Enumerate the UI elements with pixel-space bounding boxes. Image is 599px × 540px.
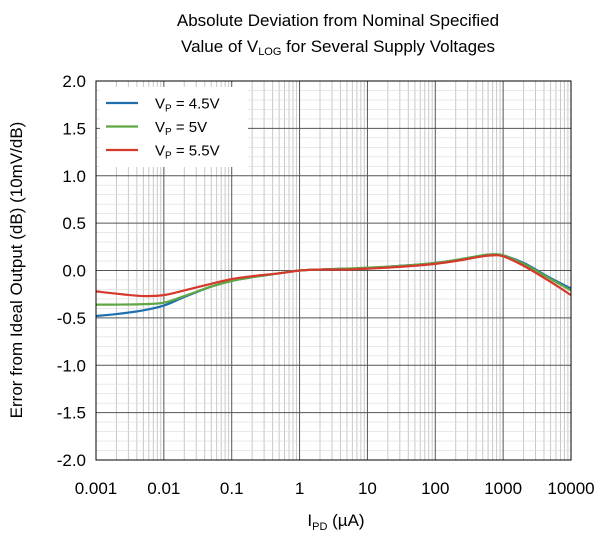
chart-title-line1: Absolute Deviation from Nominal Specifie… bbox=[177, 11, 499, 30]
series-line-2 bbox=[95, 254, 572, 298]
chart-title-line2: Value of VLOG for Several Supply Voltage… bbox=[181, 37, 495, 58]
legend: VP = 4.5V VP = 5V VP = 5.5V bbox=[100, 87, 248, 167]
y-tick-label: 2.0 bbox=[62, 72, 86, 91]
x-tick-labels: 0.001 0.01 0.1 1 10 100 1000 10000 bbox=[75, 479, 595, 498]
y-tick-label: -1.0 bbox=[57, 356, 86, 375]
plot-border bbox=[95, 80, 572, 461]
y-tick-label: 1.5 bbox=[62, 119, 86, 138]
y-tick-label: -2.0 bbox=[57, 451, 86, 470]
x-tick-label: 10000 bbox=[547, 479, 594, 498]
series-lines bbox=[95, 253, 572, 318]
x-tick-label: 0.01 bbox=[147, 479, 180, 498]
y-tick-label: -0.5 bbox=[57, 309, 86, 328]
x-tick-label: 0.1 bbox=[220, 479, 244, 498]
y-tick-label: 0.5 bbox=[62, 214, 86, 233]
y-axis-title: Error from Ideal Output (dB) (10mV/dB) bbox=[7, 122, 26, 419]
legend-label-1: VP = 5V bbox=[155, 119, 207, 138]
y-tick-label: 0.0 bbox=[62, 262, 86, 281]
legend-label-0: VP = 4.5V bbox=[155, 96, 220, 115]
y-tick-labels: 2.0 1.5 1.0 0.5 0.0 -0.5 -1.0 -1.5 -2.0 bbox=[57, 72, 86, 470]
x-axis-title: IPD (µA) bbox=[307, 511, 364, 533]
legend-label-2: VP = 5.5V bbox=[155, 143, 220, 162]
x-tick-label: 100 bbox=[421, 479, 449, 498]
x-tick-label: 0.001 bbox=[75, 479, 118, 498]
x-tick-label: 1000 bbox=[484, 479, 522, 498]
x-tick-label: 1 bbox=[295, 479, 304, 498]
y-tick-label: 1.0 bbox=[62, 167, 86, 186]
y-tick-label: -1.5 bbox=[57, 404, 86, 423]
x-tick-label: 10 bbox=[358, 479, 377, 498]
